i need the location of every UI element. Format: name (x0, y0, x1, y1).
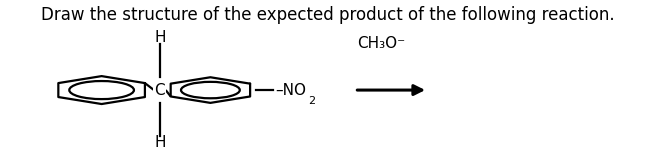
Text: H: H (154, 135, 165, 150)
Text: Draw the structure of the expected product of the following reaction.: Draw the structure of the expected produ… (41, 6, 615, 24)
Text: –NO: –NO (275, 82, 306, 98)
Text: C: C (155, 82, 165, 98)
Text: CH₃O⁻: CH₃O⁻ (357, 36, 405, 51)
Text: 2: 2 (308, 96, 315, 106)
Text: H: H (154, 30, 165, 45)
